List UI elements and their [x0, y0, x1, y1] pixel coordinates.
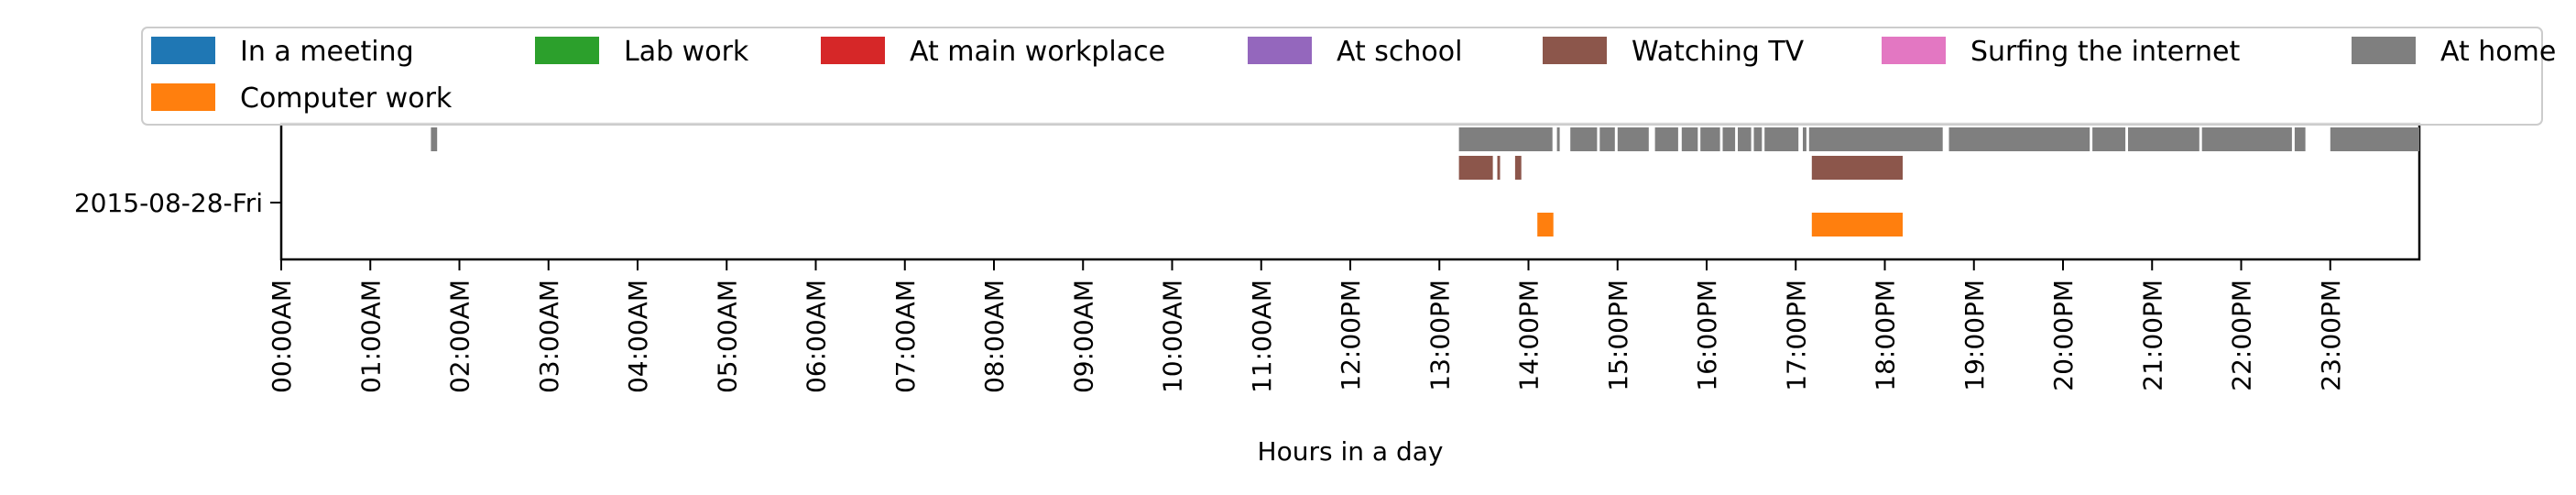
x-tick-label: 20:00PM — [2048, 280, 2079, 391]
at-home-bar — [1570, 127, 1598, 151]
watching-tv-bar — [1458, 156, 1493, 180]
legend-label: At main workplace — [910, 36, 1165, 68]
at-home-bar — [1948, 127, 2090, 151]
x-tick-label: 06:00AM — [802, 280, 832, 393]
at-home-bar — [1764, 127, 1799, 151]
legend-swatch — [535, 37, 599, 64]
legend-swatch — [821, 37, 885, 64]
x-tick-label: 09:00AM — [1068, 280, 1098, 393]
x-tick-label: 21:00PM — [2137, 280, 2167, 391]
at-home-bar — [2092, 127, 2126, 151]
at-home-bar — [2201, 127, 2292, 151]
legend-swatch — [2352, 37, 2416, 64]
at-home-bar — [2128, 127, 2199, 151]
at-home-bar — [1681, 127, 1698, 151]
x-tick-label: 04:00AM — [623, 280, 653, 393]
at-home-bar — [1738, 127, 1752, 151]
x-tick-label: 11:00AM — [1247, 280, 1277, 393]
legend-swatch — [151, 37, 215, 64]
legend-swatch — [1248, 37, 1312, 64]
x-tick-label: 18:00PM — [1871, 280, 1901, 391]
at-home-bar — [1458, 127, 1553, 151]
computer-work-bar — [1811, 213, 1903, 236]
at-home-bar — [1654, 127, 1678, 151]
legend-label: At school — [1337, 36, 1462, 68]
legend-swatch — [1543, 37, 1607, 64]
x-tick-label: 03:00AM — [534, 280, 564, 393]
x-axis-label: Hours in a day — [1258, 436, 1444, 467]
x-tick-label: 08:00AM — [979, 280, 1010, 393]
at-home-bar — [1599, 127, 1615, 151]
legend-label: In a meeting — [240, 36, 414, 68]
x-tick-label: 05:00AM — [712, 280, 742, 393]
at-home-bar — [1803, 127, 1806, 151]
x-tick-label: 14:00PM — [1514, 280, 1545, 391]
x-tick-label: 01:00AM — [355, 280, 386, 393]
x-tick-label: 00:00AM — [267, 280, 297, 393]
x-tick-label: 15:00PM — [1603, 280, 1633, 391]
at-home-bar — [431, 127, 438, 151]
watching-tv-bar — [1514, 156, 1522, 180]
watching-tv-bar — [1497, 156, 1501, 180]
legend-label: Watching TV — [1632, 36, 1805, 68]
at-home-bar — [1700, 127, 1720, 151]
watching-tv-bar — [1811, 156, 1903, 180]
legend-label: Lab work — [624, 36, 749, 68]
legend: In a meeting Lab work At main workplace At … — [141, 27, 2556, 126]
x-tick-label: 22:00PM — [2227, 280, 2257, 391]
x-tick-label: 23:00PM — [2316, 280, 2346, 391]
y-tick-label: 2015-08-28-Fri — [74, 188, 263, 218]
x-tick-label: 07:00AM — [890, 280, 921, 393]
x-tick-label: 17:00PM — [1781, 280, 1811, 391]
at-home-bar — [1617, 127, 1649, 151]
x-tick-label: 10:00AM — [1158, 280, 1188, 393]
y-axis-ticks: 2015-08-28-Fri — [74, 188, 281, 218]
x-tick-label: 02:00AM — [445, 280, 475, 393]
legend-label: At home — [2440, 36, 2556, 68]
x-tick-label: 13:00PM — [1424, 280, 1455, 391]
timeline-bars — [431, 127, 2420, 236]
legend-swatch — [1882, 37, 1946, 64]
at-home-bar — [1808, 127, 1943, 151]
at-home-bar — [1722, 127, 1736, 151]
computer-work-bar — [1537, 213, 1554, 236]
at-home-bar — [2330, 127, 2420, 151]
x-tick-label: 16:00PM — [1692, 280, 1722, 391]
at-home-bar — [1556, 127, 1560, 151]
x-tick-label: 19:00PM — [1959, 280, 1990, 391]
x-tick-label: 12:00PM — [1336, 280, 1366, 391]
legend-swatch — [151, 83, 215, 111]
legend-label: Computer work — [240, 82, 453, 115]
at-home-bar — [1753, 127, 1763, 151]
legend-label: Surfing the internet — [1970, 36, 2240, 68]
x-axis-ticks: 00:00AM 01:00AM 02:00AM 03:00AM 04:00AM 05:00… — [267, 259, 2346, 393]
at-home-bar — [2294, 127, 2306, 151]
